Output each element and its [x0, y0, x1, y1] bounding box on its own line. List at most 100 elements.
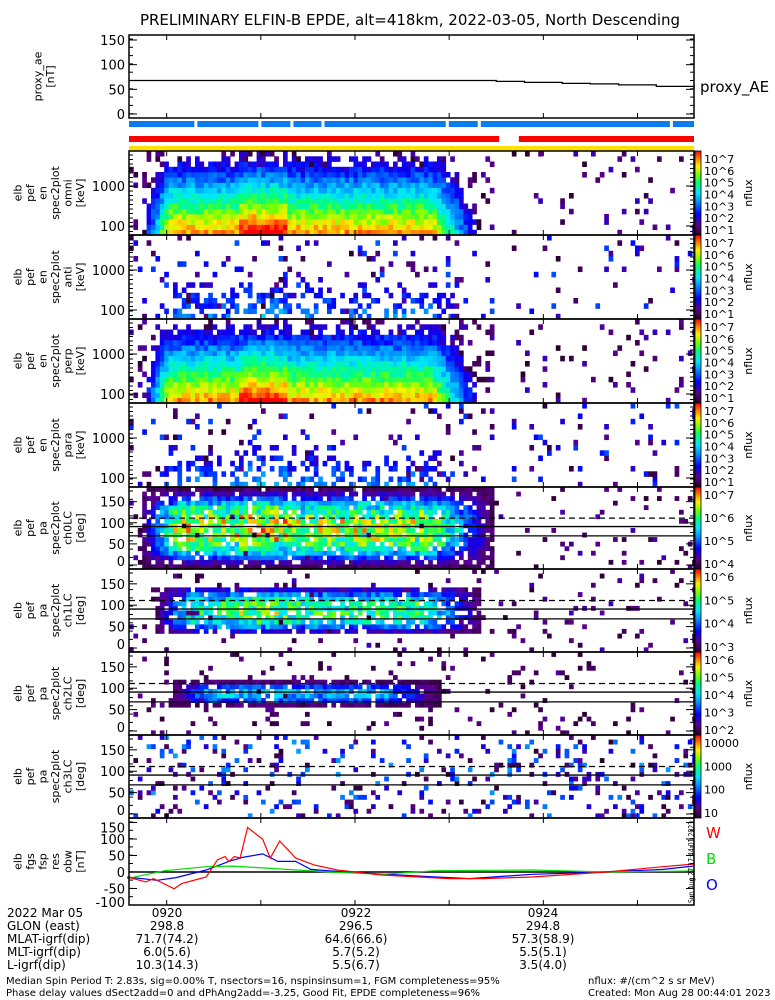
spectrogram-cell: [177, 382, 183, 388]
spectrogram-cell: [419, 619, 425, 625]
spectrogram-cell: [168, 532, 174, 538]
spectrogram-cell: [331, 523, 337, 529]
spectrogram-cell: [410, 523, 416, 529]
spectrogram-cell: [366, 172, 372, 178]
spectrogram-cell: [393, 340, 398, 346]
spectrogram-cell: [472, 371, 477, 378]
spectrogram-cell: [212, 324, 218, 330]
spectrogram-cell: [247, 424, 253, 430]
spectrogram-cell: [190, 208, 196, 215]
spectrogram-cell: [423, 219, 429, 225]
spectrogram-cell: [450, 203, 455, 210]
spectrogram-cell: [168, 546, 174, 552]
spectrogram-cell: [643, 303, 649, 309]
spectrogram-cell: [142, 509, 147, 515]
spectrogram-cell: [384, 587, 389, 593]
spectrogram-cell: [529, 445, 535, 451]
spectrogram-cell: [613, 481, 618, 488]
spectrogram-cell: [384, 392, 389, 399]
spectrogram-cell: [397, 203, 403, 210]
spectrogram-cell: [309, 156, 315, 162]
spectrogram-cell: [239, 350, 244, 357]
spectrogram-cell: [142, 528, 147, 533]
spectrogram-cell: [516, 340, 521, 346]
spectrogram-cell: [265, 355, 271, 362]
spectrogram-cell: [269, 166, 275, 173]
spectrogram-cell: [441, 550, 447, 556]
spectrogram-cell: [265, 615, 271, 621]
spectrogram-cell: [243, 366, 249, 372]
spectrogram-cell: [256, 518, 262, 524]
spectrogram-cell: [133, 555, 139, 561]
spectrogram-cell: [340, 528, 345, 533]
spectrogram-cell: [441, 491, 447, 497]
spectrogram-cell: [375, 514, 381, 520]
spectrogram-cell: [450, 156, 455, 162]
spectrogram-cell: [146, 151, 152, 157]
spectrogram-cell: [437, 329, 442, 336]
spectrogram-cell: [186, 702, 191, 708]
spectrogram-cell: [173, 628, 178, 634]
spectrogram-cell: [208, 345, 213, 351]
spectrogram-cell: [335, 496, 341, 501]
spectrogram-cell: [186, 282, 191, 288]
spectrogram-cell: [542, 628, 548, 634]
spectrogram-cell: [472, 496, 477, 501]
spectrogram-cell: [203, 282, 209, 288]
spectrogram-cell: [208, 491, 213, 497]
spectrogram-cell: [393, 172, 398, 178]
spectrogram-cell: [278, 505, 284, 511]
spectrogram-cell: [278, 382, 284, 388]
spectrogram-cell: [335, 592, 341, 598]
spectrogram-cell: [269, 193, 275, 199]
spectrogram-cell: [428, 392, 433, 399]
spectrogram-cell: [401, 366, 407, 372]
spectrogram-cell: [371, 555, 376, 561]
spectrogram-cell: [269, 546, 275, 552]
spectrogram-cell: [362, 605, 367, 611]
spectrogram-cell: [423, 537, 429, 542]
spectrogram-cell: [221, 605, 227, 611]
spectrogram-cell: [247, 619, 253, 625]
spectrogram-cell: [252, 509, 257, 515]
spectrogram-cell: [230, 361, 235, 367]
spectrogram-cell: [327, 505, 332, 511]
spectrogram-cell: [305, 156, 310, 162]
spectrogram-cell: [313, 537, 319, 542]
spectrogram-cell: [278, 487, 284, 492]
spectrogram-cell: [186, 214, 191, 220]
spectrogram-cell: [177, 355, 183, 362]
spectrogram-cell: [173, 397, 178, 404]
spectrogram-cell: [419, 471, 425, 477]
spectrogram-cell: [155, 555, 161, 561]
spectrogram-cell: [291, 166, 297, 173]
spectrogram-cell: [423, 214, 429, 220]
spectrogram-cell: [291, 537, 297, 542]
spectrogram-cell: [181, 208, 187, 215]
status-bar-blue: [448, 121, 478, 127]
spectrogram-cell: [234, 292, 240, 299]
spectrogram-cell: [419, 187, 425, 194]
spectrogram-cell: [542, 366, 548, 372]
spectrogram-cell: [366, 500, 372, 506]
spectrogram-cell: [252, 193, 257, 199]
spectrogram-cell: [428, 550, 433, 556]
spectrogram-cell: [489, 518, 495, 524]
spectrogram-cell: [151, 500, 156, 506]
spectrogram-cell: [459, 628, 464, 634]
spectrogram-cell: [353, 505, 359, 511]
spectrogram-cell: [366, 193, 372, 199]
spectrogram-cell: [234, 466, 240, 472]
spectrogram-cell: [555, 392, 561, 399]
spectrogram-cell: [164, 177, 169, 183]
spectrogram-cell: [283, 334, 288, 341]
spectrogram-cell: [195, 345, 200, 351]
spectrogram-cell: [393, 193, 398, 199]
spectrogram-cell: [375, 605, 381, 611]
spectrogram-cell: [349, 198, 354, 204]
spectrogram-cell: [344, 537, 350, 542]
spectrogram-cell: [190, 537, 196, 542]
spectrogram-cell: [384, 500, 389, 506]
spectrogram-cell: [203, 487, 209, 492]
